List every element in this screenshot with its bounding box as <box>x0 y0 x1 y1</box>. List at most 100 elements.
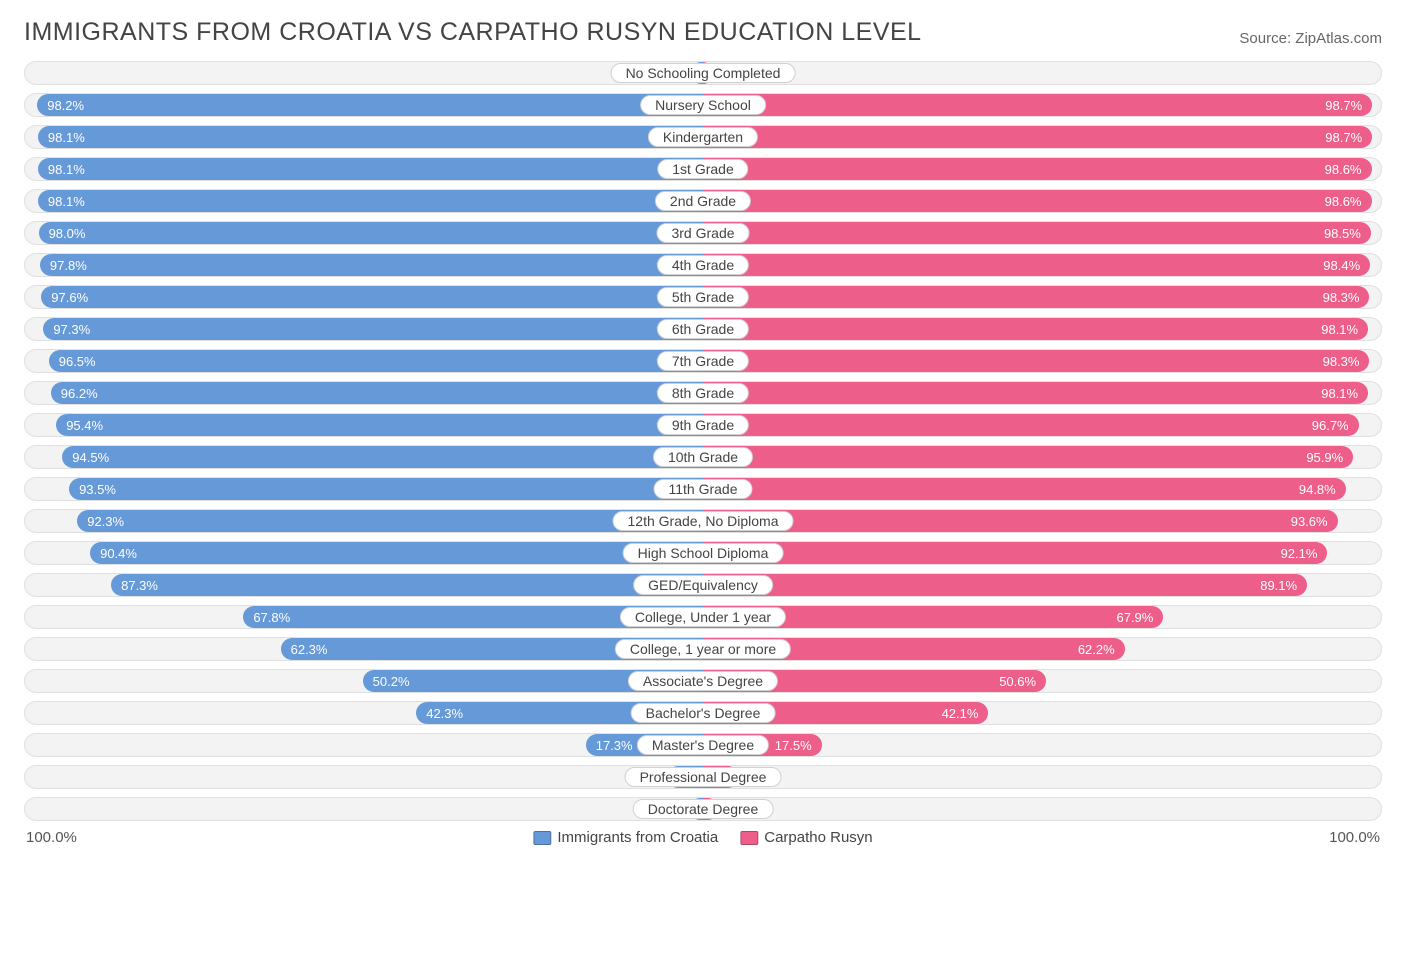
chart-row-left-half: 98.0% <box>25 222 703 244</box>
bar-value-croatia: 17.3% <box>596 738 633 753</box>
bar-croatia: 98.1% <box>38 158 703 180</box>
chart-row: 98.1% 98.6%1st Grade <box>24 157 1382 181</box>
bar-value-croatia: 97.8% <box>50 258 87 273</box>
bar-value-carpatho-rusyn: 89.1% <box>1260 578 1297 593</box>
bar-value-croatia: 96.2% <box>61 386 98 401</box>
category-label: College, 1 year or more <box>615 639 791 659</box>
bar-croatia: 92.3% <box>77 510 703 532</box>
bar-croatia: 90.4% <box>90 542 703 564</box>
chart-row-left-half: 97.3% <box>25 318 703 340</box>
chart-row-left-half: 2.1% <box>25 798 703 820</box>
bar-carpatho-rusyn: 98.6% <box>703 158 1372 180</box>
legend-label-carpatho-rusyn: Carpatho Rusyn <box>764 829 872 846</box>
chart-row-left-half: 62.3% <box>25 638 703 660</box>
category-label: GED/Equivalency <box>633 575 773 595</box>
bar-value-croatia: 98.2% <box>47 98 84 113</box>
chart-row-right-half: 98.3% <box>703 350 1381 372</box>
chart-row-right-half: 93.6% <box>703 510 1381 532</box>
bar-carpatho-rusyn: 89.1% <box>703 574 1307 596</box>
category-label: 10th Grade <box>653 447 753 467</box>
category-label: Doctorate Degree <box>633 799 774 819</box>
bar-carpatho-rusyn: 98.3% <box>703 286 1369 308</box>
chart-row-left-half: 96.2% <box>25 382 703 404</box>
bar-value-croatia: 98.1% <box>48 194 85 209</box>
chart-row-left-half: 98.1% <box>25 190 703 212</box>
category-label: College, Under 1 year <box>620 607 786 627</box>
bar-value-carpatho-rusyn: 98.5% <box>1324 226 1361 241</box>
chart-row-right-half: 67.9% <box>703 606 1381 628</box>
category-label: 3rd Grade <box>656 223 749 243</box>
chart-row: 67.8% 67.9% College, Under 1 year <box>24 605 1382 629</box>
chart-row-right-half: 98.3% <box>703 286 1381 308</box>
bar-value-croatia: 95.4% <box>66 418 103 433</box>
bar-value-croatia: 93.5% <box>79 482 116 497</box>
chart-row: 42.3%42.1%Bachelor's Degree <box>24 701 1382 725</box>
chart-row: 93.5% 94.8% 11th Grade <box>24 477 1382 501</box>
chart-row: 92.3%93.6%12th Grade, No Diploma <box>24 509 1382 533</box>
bar-value-croatia: 42.3% <box>426 706 463 721</box>
bar-value-croatia: 67.8% <box>253 610 290 625</box>
bar-value-carpatho-rusyn: 98.7% <box>1325 98 1362 113</box>
category-label: 12th Grade, No Diploma <box>613 511 794 531</box>
chart-row: 97.8%98.4%4th Grade <box>24 253 1382 277</box>
category-label: 1st Grade <box>657 159 748 179</box>
bar-value-carpatho-rusyn: 50.6% <box>999 674 1036 689</box>
source-attribution: Source: ZipAtlas.com <box>1239 30 1382 47</box>
bar-carpatho-rusyn: 98.5% <box>703 222 1371 244</box>
bar-value-croatia: 98.1% <box>48 162 85 177</box>
bar-croatia: 97.6% <box>41 286 703 308</box>
chart-row: 94.5%95.9%10th Grade <box>24 445 1382 469</box>
category-label: Bachelor's Degree <box>631 703 776 723</box>
category-label: 9th Grade <box>657 415 749 435</box>
chart-row-right-half: 17.5% <box>703 734 1381 756</box>
chart-row: 98.2%98.7%Nursery School <box>24 93 1382 117</box>
chart-row-left-half: 42.3% <box>25 702 703 724</box>
chart-row-right-half: 98.6% <box>703 158 1381 180</box>
bar-value-carpatho-rusyn: 17.5% <box>775 738 812 753</box>
education-bidirectional-bar-chart: 1.9%1.4%No Schooling Completed98.2%98.7%… <box>24 61 1382 821</box>
chart-row-left-half: 90.4% <box>25 542 703 564</box>
chart-row-left-half: 98.1% <box>25 126 703 148</box>
chart-row: 98.1% 98.6%2nd Grade <box>24 189 1382 213</box>
chart-row-left-half: 1.9% <box>25 62 703 84</box>
bar-value-croatia: 97.3% <box>53 322 90 337</box>
chart-title: IMMIGRANTS FROM CROATIA VS CARPATHO RUSY… <box>24 18 922 47</box>
bar-value-carpatho-rusyn: 94.8% <box>1299 482 1336 497</box>
bar-croatia: 97.3% <box>43 318 703 340</box>
bar-value-carpatho-rusyn: 98.7% <box>1325 130 1362 145</box>
bar-value-croatia: 94.5% <box>72 450 109 465</box>
bar-croatia: 98.0% <box>39 222 703 244</box>
bar-value-carpatho-rusyn: 98.1% <box>1321 386 1358 401</box>
bar-carpatho-rusyn: 98.7% <box>703 94 1372 116</box>
category-label: Master's Degree <box>637 735 769 755</box>
bar-croatia: 97.8% <box>40 254 703 276</box>
chart-row-right-half: 98.7% <box>703 94 1381 116</box>
axis-and-legend: 100.0% Immigrants from Croatia Carpatho … <box>24 829 1382 851</box>
chart-row-right-half: 98.1% <box>703 382 1381 404</box>
chart-row: 98.0% 98.5% 3rd Grade <box>24 221 1382 245</box>
bar-value-croatia: 98.0% <box>49 226 86 241</box>
chart-row: 96.5%98.3%7th Grade <box>24 349 1382 373</box>
bar-croatia: 98.1% <box>38 190 703 212</box>
chart-row: 5.3%5.3%Professional Degree <box>24 765 1382 789</box>
bar-value-carpatho-rusyn: 92.1% <box>1281 546 1318 561</box>
chart-row-left-half: 17.3% <box>25 734 703 756</box>
category-label: 2nd Grade <box>655 191 751 211</box>
category-label: 4th Grade <box>657 255 749 275</box>
bar-carpatho-rusyn: 98.1% <box>703 382 1368 404</box>
chart-row-right-half: 98.1% <box>703 318 1381 340</box>
category-label: 5th Grade <box>657 287 749 307</box>
legend-item-carpatho-rusyn: Carpatho Rusyn <box>740 829 872 846</box>
bar-croatia: 94.5% <box>62 446 703 468</box>
chart-row-right-half: 98.6% <box>703 190 1381 212</box>
category-label: 11th Grade <box>653 479 752 499</box>
chart-row-left-half: 98.2% <box>25 94 703 116</box>
bar-carpatho-rusyn: 98.7% <box>703 126 1372 148</box>
chart-row: 97.3%98.1%6th Grade <box>24 317 1382 341</box>
bar-value-carpatho-rusyn: 67.9% <box>1116 610 1153 625</box>
bar-croatia: 87.3% <box>111 574 703 596</box>
bar-carpatho-rusyn: 92.1% <box>703 542 1327 564</box>
bar-carpatho-rusyn: 98.1% <box>703 318 1368 340</box>
category-label: Kindergarten <box>648 127 758 147</box>
chart-row: 95.4%96.7%9th Grade <box>24 413 1382 437</box>
